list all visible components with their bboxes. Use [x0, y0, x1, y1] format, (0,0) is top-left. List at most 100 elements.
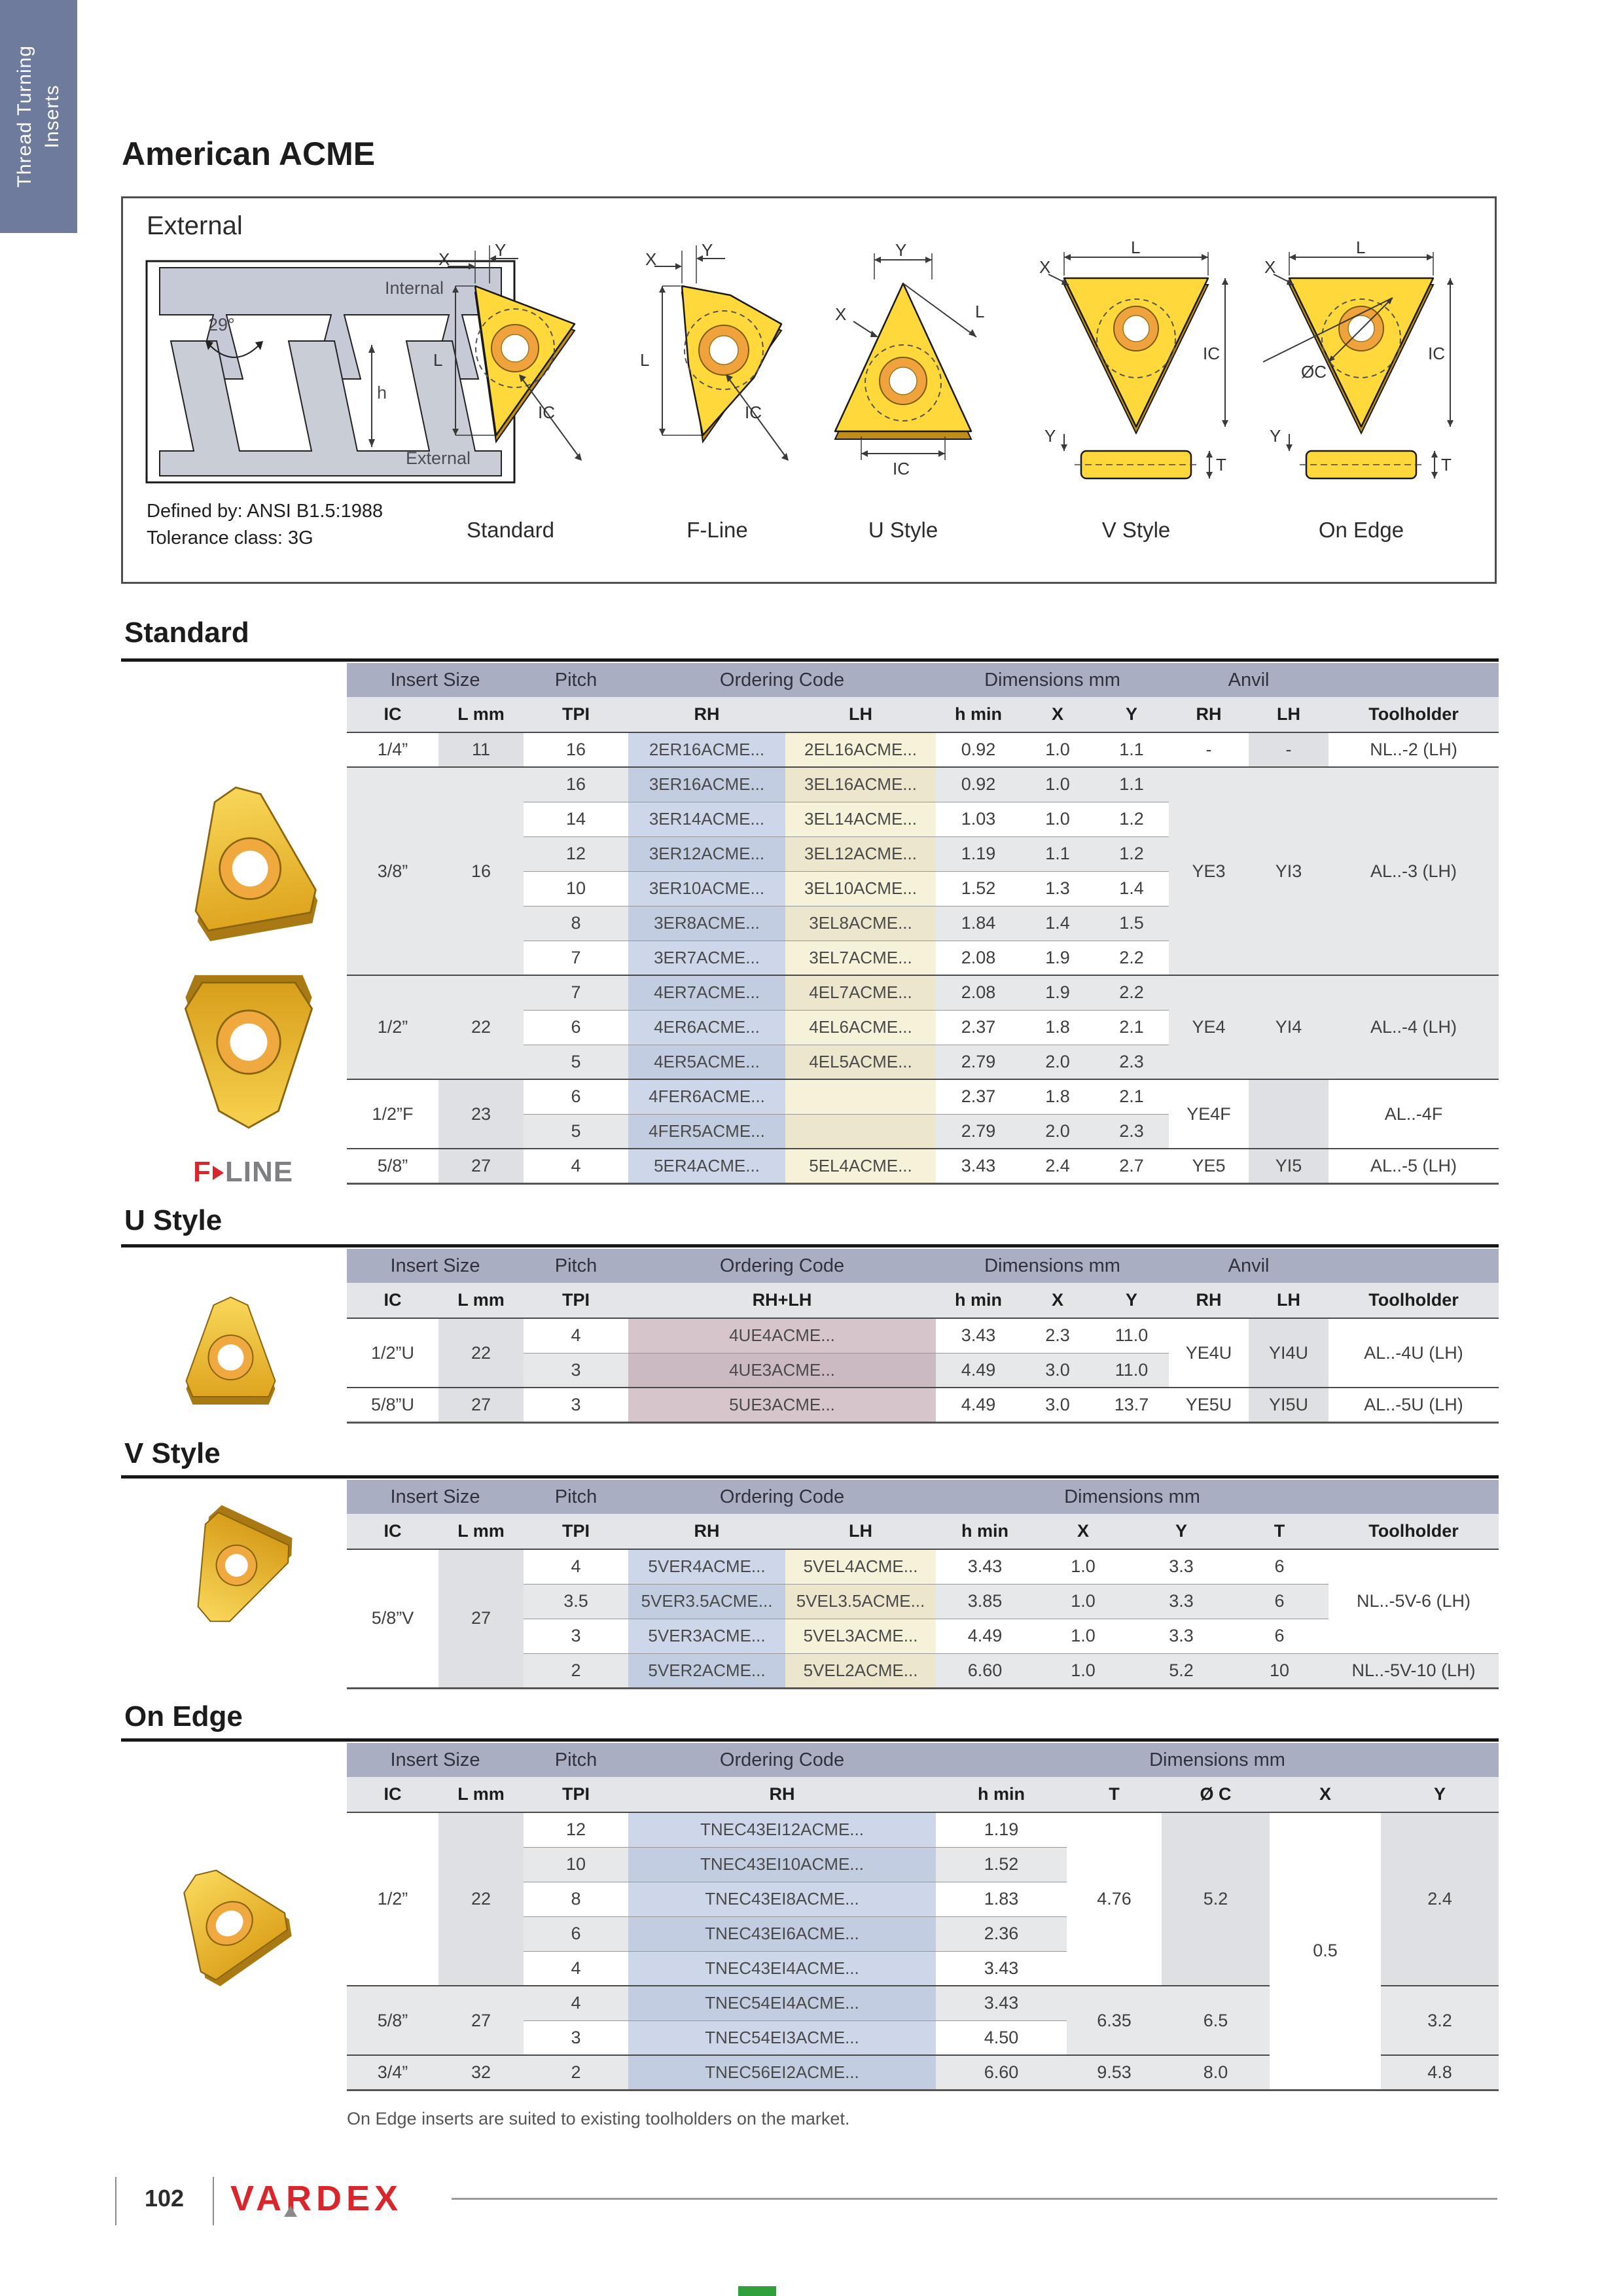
- table-cell: 1.52: [936, 1846, 1067, 1882]
- dim-label-t: T: [1441, 455, 1452, 475]
- table-cell: 9.53: [1067, 2054, 1162, 2090]
- table-row: 1/2”F 23 6 4FER6ACME... 2.37 1.8 2.1 YE4F AL..-4…: [347, 1079, 1499, 1149]
- table-cell: 4: [524, 1985, 628, 2020]
- table-cell: 5/8”: [347, 1148, 438, 1183]
- table-cell: YE5U: [1169, 1387, 1249, 1422]
- style-caption: F-Line: [687, 518, 748, 542]
- column-group-header: [1329, 1480, 1499, 1514]
- table-cell: 1.03: [936, 801, 1021, 836]
- table-cell: 3EL16ACME...: [785, 766, 936, 802]
- table-cell: NL..-5V-10 (LH): [1329, 1653, 1499, 1688]
- column-header: LH: [785, 1514, 936, 1549]
- table-cell: 3.43: [936, 1148, 1021, 1183]
- thread-profile-drawing: [145, 260, 516, 484]
- table-cell: AL..-5U (LH): [1329, 1387, 1499, 1422]
- table-cell: AL..-4F: [1329, 1079, 1499, 1149]
- table-cell: 4.49: [936, 1618, 1034, 1653]
- column-header: Ø C: [1162, 1777, 1270, 1812]
- table-cell: 1/4”: [347, 732, 438, 767]
- column-header: LH: [785, 697, 936, 732]
- table-cell: 5VEL3ACME...: [785, 1618, 936, 1653]
- table-cell: YI5: [1249, 1148, 1329, 1183]
- section-heading-u-style: U Style: [124, 1204, 223, 1236]
- table-cell: 3.85: [936, 1583, 1034, 1619]
- dim-label-l: L: [975, 302, 985, 321]
- table-cell: YI5U: [1249, 1387, 1329, 1422]
- table-row: 12 3ER12ACME... 3EL12ACME... 1.19 1.1 1.2: [347, 836, 1499, 871]
- column-group-header: Dimensions mm: [936, 1480, 1329, 1514]
- table-cell: 4FER5ACME...: [628, 1113, 785, 1149]
- column-header: X: [1034, 1514, 1132, 1549]
- table-cell: 2: [524, 1653, 628, 1688]
- style-caption: On Edge: [1318, 518, 1404, 542]
- insert-drawing: [654, 245, 789, 461]
- page-number: 102: [144, 2185, 185, 2212]
- table-cell: 0.92: [936, 766, 1021, 802]
- footer-divider: [115, 2177, 116, 2225]
- column-header: RH: [628, 697, 785, 732]
- print-registration-mark: [738, 2286, 776, 2296]
- table-cell: 4ER5ACME...: [628, 1044, 785, 1079]
- table-cell: 1.2: [1094, 801, 1169, 836]
- table-cell: 1.3: [1021, 870, 1094, 906]
- column-header: IC: [347, 697, 438, 732]
- column-header: L mm: [438, 697, 524, 732]
- table-cell: TNEC43EI4ACME...: [628, 1950, 936, 1986]
- column-header: Toolholder: [1329, 1283, 1499, 1318]
- table-row: 8 TNEC43EI8ACME... 1.83: [347, 1881, 1499, 1916]
- table-cell: 5VEL2ACME...: [785, 1653, 936, 1688]
- insert-drawing: [834, 253, 977, 460]
- table-cell: 2.37: [936, 1079, 1021, 1114]
- table-cell: TNEC56EI2ACME...: [628, 2054, 936, 2090]
- table-cell: TNEC54EI3ACME...: [628, 2020, 936, 2055]
- dim-label-l: L: [433, 350, 443, 370]
- table-cell: 5/8”V: [347, 1549, 438, 1688]
- column-group-header: Ordering Code: [628, 1480, 936, 1514]
- table-row: 4 TNEC43EI4ACME... 3.43: [347, 1950, 1499, 1986]
- table-cell: -: [1169, 732, 1249, 767]
- dim-label-x: X: [1264, 257, 1276, 277]
- column-header: T: [1067, 1777, 1162, 1812]
- table-cell: 1/2”: [347, 1812, 438, 1986]
- table-cell: [785, 1079, 936, 1114]
- table-cell: 4EL5ACME...: [785, 1044, 936, 1079]
- table-cell: 11: [438, 732, 524, 767]
- section-rule: [121, 1244, 1499, 1247]
- table-cell: NL..-2 (LH): [1329, 732, 1499, 767]
- table-row: 5/8” 27 4 5ER4ACME... 5EL4ACME... 3.43 2.4 2.7 Y…: [347, 1148, 1499, 1183]
- table-cell: 1.84: [936, 905, 1021, 941]
- u-style-insert-photo: [160, 1289, 301, 1414]
- page-title: American ACME: [122, 135, 376, 172]
- table-cell: 3: [524, 1618, 628, 1653]
- table-cell: 3.43: [936, 1985, 1067, 2020]
- dim-label-l: L: [1356, 238, 1366, 257]
- table-cell: 3.43: [936, 1950, 1067, 1986]
- column-header: Y: [1132, 1514, 1230, 1549]
- table-cell: 1.0: [1021, 801, 1094, 836]
- table-cell: 1/2”U: [347, 1318, 438, 1388]
- table-cell: 3/8”: [347, 766, 438, 975]
- dim-label-x: X: [1039, 257, 1051, 277]
- column-header: TPI: [524, 1283, 628, 1318]
- column-group-header: Anvil: [1169, 1249, 1329, 1283]
- table-cell: 2.79: [936, 1113, 1021, 1149]
- insert-drawing: [1048, 252, 1228, 480]
- table-cell: 8: [524, 905, 628, 941]
- table-cell: 6.35: [1067, 1985, 1162, 2055]
- table-cell: YI4: [1249, 975, 1329, 1079]
- table-cell: 2.3: [1094, 1044, 1169, 1079]
- table-cell: AL..-4U (LH): [1329, 1318, 1499, 1388]
- table-cell: TNEC54EI4ACME...: [628, 1985, 936, 2020]
- table-cell: 6: [1230, 1549, 1329, 1584]
- table-cell: 1.9: [1021, 975, 1094, 1010]
- table-cell: 0.5: [1270, 1812, 1381, 2090]
- column-group-header: Pitch: [524, 1480, 628, 1514]
- table-cell: AL..-3 (LH): [1329, 766, 1499, 975]
- column-group-header: Insert Size: [347, 1249, 524, 1283]
- sidebar-tab-label: Thread Turning Inserts: [11, 45, 66, 187]
- dim-label-ic: IC: [1428, 344, 1445, 363]
- table-cell: 22: [438, 975, 524, 1079]
- dim-label-ic: IC: [745, 403, 762, 422]
- table-cell: 4.49: [936, 1387, 1021, 1422]
- column-header: RH: [628, 1514, 785, 1549]
